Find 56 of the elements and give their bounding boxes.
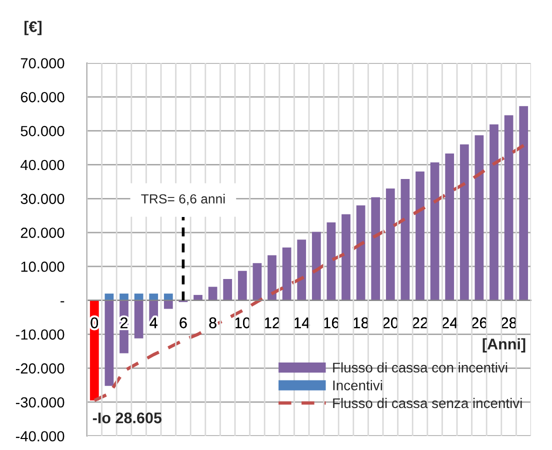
y-tick-label: -	[60, 301, 64, 302]
annotation: -Io 28.605	[92, 412, 162, 424]
y-axis-title: [€]	[24, 20, 42, 36]
bar	[282, 247, 292, 300]
x-tick-label: 12	[264, 317, 280, 328]
bar	[326, 222, 336, 300]
bar	[120, 294, 128, 300]
bar	[297, 240, 306, 300]
y-tick-label: -10.000	[16, 329, 64, 340]
y-tick-label: -40.000	[16, 431, 64, 442]
legend-label: Flusso di cassa senza incentivi	[333, 398, 522, 408]
bar	[208, 286, 218, 300]
bar	[386, 188, 395, 300]
bar	[490, 124, 498, 300]
bar	[164, 294, 173, 300]
bar	[134, 294, 144, 300]
bar	[149, 294, 158, 300]
y-tick-label: 70.000	[20, 58, 64, 68]
y-tick-label: -20.000	[16, 363, 64, 374]
y-tick-label: 10.000	[21, 262, 64, 272]
x-tick-label: 24	[442, 317, 458, 328]
bar	[460, 144, 469, 300]
bar	[252, 263, 262, 300]
bar	[164, 300, 173, 309]
y-tick-label: 50.000	[20, 126, 64, 136]
bar	[400, 178, 410, 300]
x-tick-label: 6	[180, 317, 187, 328]
bar	[371, 197, 380, 300]
legend-label: Incentivi	[333, 380, 382, 390]
bar	[356, 205, 366, 300]
bar	[416, 172, 424, 300]
bar	[104, 294, 114, 300]
y-tick-label: 30.000	[20, 194, 64, 204]
bar	[134, 300, 144, 338]
bar	[194, 294, 202, 300]
bar	[223, 279, 232, 300]
bar	[519, 106, 528, 300]
y-tick-label: -30.000	[16, 397, 64, 408]
bar	[104, 300, 114, 386]
y-tick-label: 60.000	[20, 92, 64, 102]
x-tick-label: 0	[90, 317, 98, 328]
bar	[342, 214, 350, 300]
bar	[430, 162, 440, 300]
legend-label: Flusso di cassa con incentivi	[333, 362, 508, 373]
bar	[474, 135, 484, 300]
bar	[312, 232, 321, 300]
x-axis-title: [Anni]	[482, 338, 526, 352]
bar	[504, 115, 514, 300]
x-tick-label: 2	[120, 317, 128, 328]
y-tick-label: 40.000	[20, 160, 64, 170]
bar	[445, 154, 454, 300]
x-tick-label: 14	[294, 318, 310, 328]
bar	[268, 255, 276, 300]
bar	[238, 270, 247, 300]
y-tick-label: 20.000	[20, 228, 64, 238]
ref-line-label: TRS= 6,6 anni	[141, 194, 225, 206]
